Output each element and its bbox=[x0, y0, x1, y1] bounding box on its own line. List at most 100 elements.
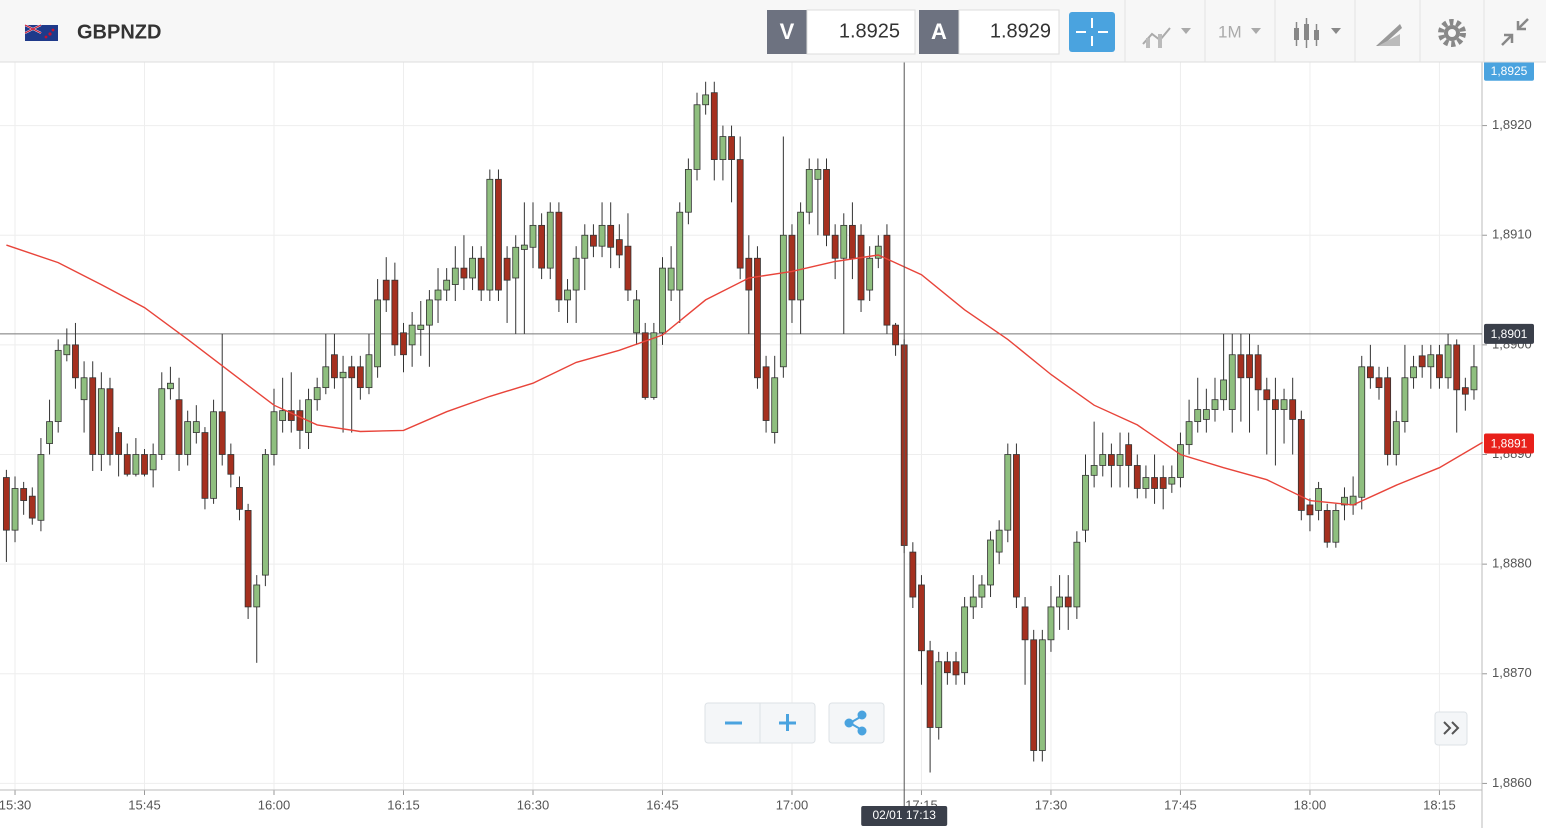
candle-body bbox=[149, 454, 157, 471]
candle-body bbox=[512, 246, 520, 279]
flag-icon bbox=[24, 24, 58, 41]
candle-body bbox=[1030, 639, 1038, 751]
candle-body bbox=[581, 234, 589, 259]
candle-body bbox=[1418, 355, 1426, 368]
candle-body bbox=[857, 234, 865, 301]
candle-body bbox=[11, 488, 19, 531]
collapse-button[interactable] bbox=[1501, 18, 1529, 46]
candle-body bbox=[460, 267, 468, 279]
candle-body bbox=[1410, 366, 1417, 379]
candle-body bbox=[253, 584, 261, 608]
candle-body bbox=[1401, 377, 1409, 423]
candle-body bbox=[831, 234, 839, 259]
ask-label[interactable]: A bbox=[931, 19, 947, 44]
candle-body bbox=[1142, 477, 1150, 489]
chart-type-button[interactable] bbox=[1294, 18, 1341, 48]
zoom-in[interactable] bbox=[779, 714, 796, 731]
candle-body bbox=[736, 159, 744, 269]
y-tick-label: 1,8880 bbox=[1492, 556, 1532, 571]
crosshair-icon bbox=[1076, 18, 1108, 46]
plot-area: 1,88601,88701,88801,88901,89001,89101,89… bbox=[0, 60, 1546, 828]
candle-body bbox=[495, 178, 502, 291]
candle-body bbox=[1125, 444, 1133, 466]
candle-body bbox=[503, 257, 511, 281]
candle-body bbox=[115, 432, 123, 455]
candle-body bbox=[1099, 454, 1107, 466]
candle-body bbox=[20, 488, 28, 501]
candle-body bbox=[244, 510, 252, 608]
candle-body bbox=[684, 169, 692, 213]
candle-body bbox=[408, 324, 416, 346]
ask-price[interactable]: 1.8929 bbox=[990, 20, 1051, 42]
candle-body bbox=[1013, 454, 1020, 598]
candle-body bbox=[1323, 510, 1331, 543]
candle-body bbox=[909, 551, 917, 598]
candle-body bbox=[995, 529, 1003, 553]
candle-body bbox=[141, 454, 148, 475]
moving-average bbox=[6, 244, 1483, 506]
candle-body bbox=[305, 399, 312, 433]
candle-body bbox=[840, 224, 848, 259]
candle-body bbox=[28, 495, 36, 519]
candle-body bbox=[1116, 454, 1124, 466]
candle-body bbox=[1159, 477, 1167, 489]
candle-body bbox=[650, 332, 658, 398]
candle-body bbox=[192, 421, 200, 433]
candle-body bbox=[520, 244, 528, 250]
candle-body bbox=[227, 454, 235, 475]
price-label-bg bbox=[1484, 323, 1534, 344]
candle-body bbox=[1280, 399, 1288, 410]
candle-body bbox=[598, 224, 606, 247]
crosshair-button[interactable] bbox=[1069, 12, 1115, 52]
y-tick-label: 1,8920 bbox=[1492, 117, 1532, 132]
candle-body bbox=[702, 94, 710, 106]
candle-body bbox=[1272, 399, 1279, 410]
candle-body bbox=[279, 410, 287, 421]
candle-body bbox=[382, 279, 390, 301]
scroll-end-icon bbox=[1443, 721, 1460, 735]
scroll-end-button[interactable] bbox=[1434, 711, 1468, 746]
share-button[interactable] bbox=[828, 702, 885, 744]
ask-box[interactable] bbox=[958, 9, 1060, 55]
candle-body bbox=[1461, 387, 1469, 395]
candle-body bbox=[1358, 366, 1366, 498]
draw-button[interactable] bbox=[1376, 24, 1402, 46]
candle-body bbox=[1194, 409, 1202, 423]
ask-label-box[interactable] bbox=[919, 10, 959, 54]
candle-body bbox=[926, 650, 934, 728]
candle-body bbox=[210, 411, 217, 499]
candle-body bbox=[814, 169, 822, 180]
timeframe[interactable]: 1M bbox=[1218, 22, 1242, 41]
candle-body bbox=[63, 344, 71, 356]
candle-body bbox=[287, 410, 295, 421]
candle-body bbox=[1246, 354, 1253, 379]
candle-body bbox=[641, 332, 649, 398]
settings-button[interactable] bbox=[1438, 19, 1466, 47]
candle-body bbox=[425, 299, 433, 326]
timeframe-arrow[interactable] bbox=[1251, 28, 1261, 34]
x-tick-label: 18:15 bbox=[1423, 797, 1456, 812]
candle-body bbox=[1453, 344, 1461, 391]
bid-label[interactable]: V bbox=[780, 19, 795, 44]
candle-body bbox=[1392, 421, 1400, 455]
y-tick-label: 1,8860 bbox=[1492, 775, 1532, 790]
candle-body bbox=[693, 104, 701, 170]
candle-body bbox=[564, 289, 571, 301]
candle-body bbox=[1047, 606, 1055, 641]
candle-body bbox=[46, 421, 53, 444]
bid-box[interactable] bbox=[806, 9, 916, 55]
price-label: 1,8901 bbox=[1491, 327, 1528, 341]
y-tick-label: 1,8910 bbox=[1492, 227, 1532, 242]
bid-price[interactable]: 1.8925 bbox=[839, 20, 900, 42]
candle-body bbox=[797, 211, 805, 301]
indicator-button[interactable] bbox=[1142, 27, 1191, 48]
candle-body bbox=[1263, 389, 1271, 401]
candle-body bbox=[615, 239, 623, 256]
candle-body bbox=[184, 421, 192, 455]
candle-body bbox=[633, 299, 640, 334]
bid-label-box[interactable] bbox=[767, 10, 807, 54]
candle-body bbox=[538, 224, 546, 269]
candle-body bbox=[728, 136, 735, 160]
candle-body bbox=[1211, 399, 1219, 410]
